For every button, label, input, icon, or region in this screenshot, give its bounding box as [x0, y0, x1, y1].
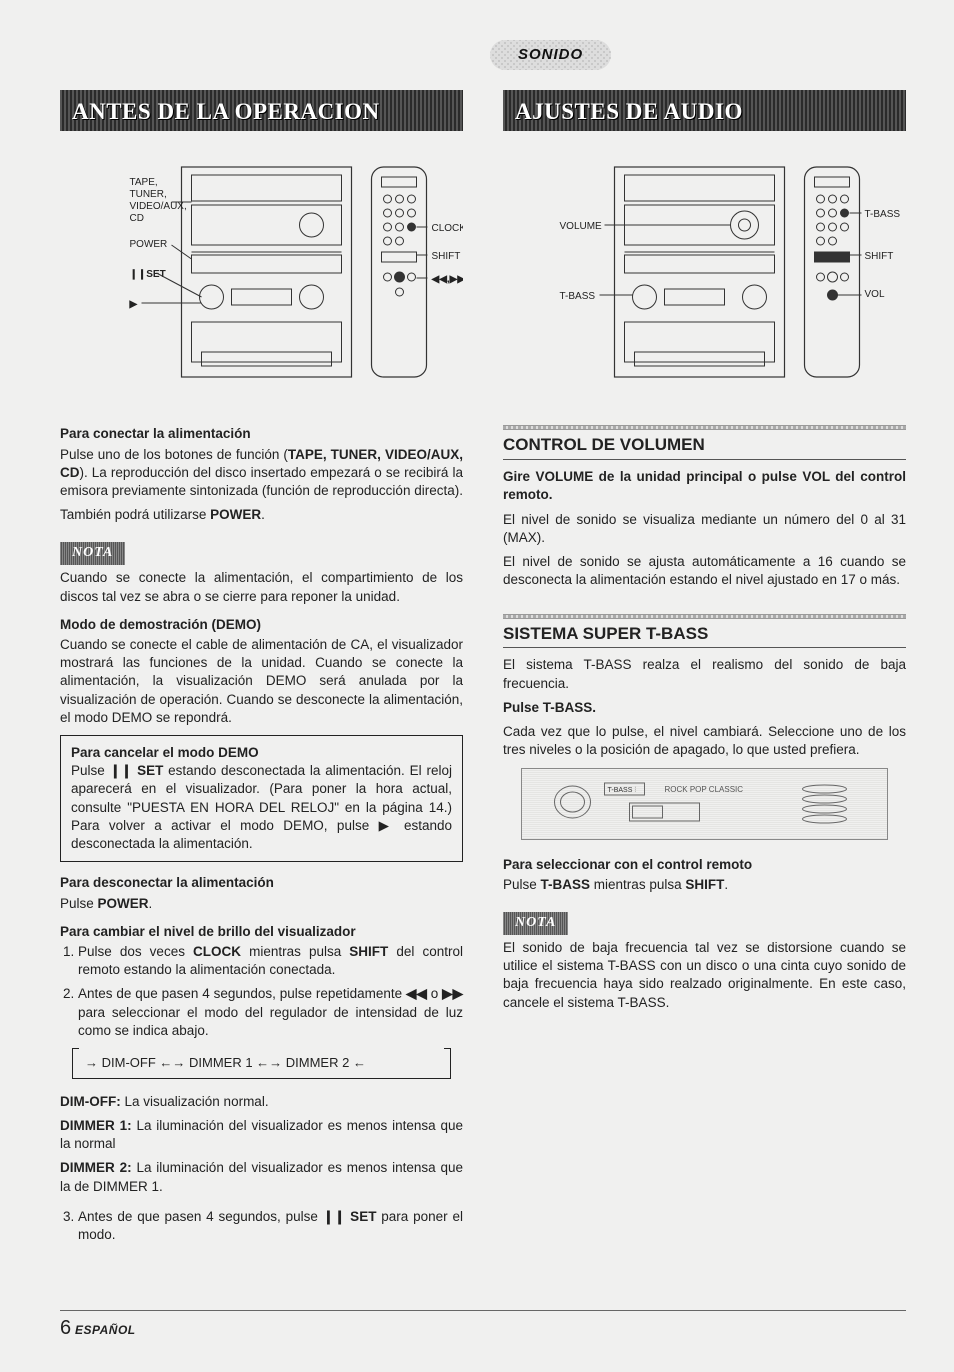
box-heading: Para cancelar el modo DEMO	[71, 744, 452, 762]
svg-text:VOLUME: VOLUME	[560, 221, 603, 232]
text-connect-2: También podrá utilizarse POWER.	[60, 506, 463, 524]
remote-heading: Para seleccionar con el control remoto	[503, 856, 906, 874]
svg-text:POWER: POWER	[130, 239, 168, 250]
tbass-p1: El sistema T-BASS realza el realismo del…	[503, 656, 906, 692]
svg-text:T-BASS ⫶: T-BASS ⫶	[608, 786, 637, 794]
box-text: Pulse ❙❙ SET estando desconectada la ali…	[71, 763, 452, 851]
title-volumen: CONTROL DE VOLUMEN	[503, 434, 906, 460]
banner-left: ANTES DE LA OPERACION	[60, 90, 463, 131]
svg-text:SHIFT: SHIFT	[432, 251, 461, 262]
nota-badge-1: NOTA	[60, 542, 125, 565]
diagram-right: VOLUME T-BASS T-BASS SHIFT VOL	[503, 147, 906, 397]
title-tbass: SISTEMA SUPER T-BASS	[503, 623, 906, 649]
dimoff-line: DIM-OFF: La visualización normal.	[60, 1093, 463, 1111]
svg-text:CD: CD	[130, 213, 144, 224]
heading-disconnect: Para desconectar la alimentación	[60, 874, 463, 892]
svg-text:▶: ▶	[129, 299, 139, 310]
text-connect: Pulse uno de los botones de función (TAP…	[60, 446, 463, 501]
brillo-step-2: Antes de que pasen 4 segundos, pulse rep…	[78, 985, 463, 1040]
banner-right: AJUSTES DE AUDIO	[503, 90, 906, 131]
svg-text:TUNER,: TUNER,	[130, 189, 167, 200]
brillo-steps: Pulse dos veces CLOCK mientras pulsa SHI…	[60, 943, 463, 1040]
tbass-sub: Pulse T-BASS.	[503, 699, 906, 717]
two-columns: ANTES DE LA OPERACION	[60, 90, 906, 1250]
text-demo: Cuando se conecte el cable de alimentaci…	[60, 636, 463, 727]
footer-lang: ESPAÑOL	[75, 1323, 136, 1337]
svg-text:SHIFT: SHIFT	[865, 251, 894, 262]
lbl-tape: TAPE,	[130, 177, 158, 188]
page-number: 6	[60, 1317, 71, 1339]
heading-brillo: Para cambiar el nivel de brillo del visu…	[60, 923, 463, 941]
brillo-step-1: Pulse dos veces CLOCK mientras pulsa SHI…	[78, 943, 463, 979]
vol-sub: Gire VOLUME de la unidad principal o pul…	[503, 468, 906, 504]
svg-text:VIDEO/AUX,: VIDEO/AUX,	[130, 201, 187, 212]
nota-text-1: Cuando se conecte la alimentación, el co…	[60, 569, 463, 605]
diagram-left: TAPE, TUNER, VIDEO/AUX, CD POWER ❙❙SET ▶…	[60, 147, 463, 397]
tbass-display: T-BASS ⫶ ROCK POP CLASSIC	[521, 768, 888, 840]
svg-text:◀◀,▶▶: ◀◀,▶▶	[431, 274, 464, 285]
nota-badge-2: NOTA	[503, 912, 568, 935]
divider-2	[503, 614, 906, 619]
nota-text-2: El sonido de baja frecuencia tal vez se …	[503, 939, 906, 1012]
demo-cancel-box: Para cancelar el modo DEMO Pulse ❙❙ SET …	[60, 735, 463, 862]
dimmer2-line: DIMMER 2: La iluminación del visualizado…	[60, 1159, 463, 1195]
dimmer-cycle: → DIM-OFF ←→ DIMMER 1 ←→ DIMMER 2 ←	[72, 1048, 451, 1079]
divider-1	[503, 425, 906, 430]
svg-text:ROCK POP CLASSIC: ROCK POP CLASSIC	[665, 785, 744, 794]
brillo-steps-cont: Antes de que pasen 4 segundos, pulse ❙❙ …	[60, 1208, 463, 1244]
tbass-p2: Cada vez que lo pulse, el nivel cambiará…	[503, 723, 906, 759]
sonido-label: SONIDO	[490, 40, 611, 70]
text-disconnect: Pulse POWER.	[60, 895, 463, 913]
svg-text:VOL: VOL	[865, 289, 885, 300]
remote-text: Pulse T-BASS mientras pulsa SHIFT.	[503, 876, 906, 894]
heading-connect: Para conectar la alimentación	[60, 425, 463, 443]
brillo-step-3: Antes de que pasen 4 segundos, pulse ❙❙ …	[78, 1208, 463, 1244]
heading-demo: Modo de demostración (DEMO)	[60, 616, 463, 634]
svg-text:CLOCK: CLOCK	[432, 223, 464, 234]
vol-p1: El nivel de sonido se visualiza mediante…	[503, 511, 906, 547]
page-footer: 6 ESPAÑOL	[60, 1310, 906, 1342]
sonido-tab: SONIDO	[490, 40, 906, 70]
right-column: AJUSTES DE AUDIO	[503, 90, 906, 1250]
svg-text:T-BASS: T-BASS	[560, 291, 596, 302]
vol-p2: El nivel de sonido se ajusta automáticam…	[503, 553, 906, 589]
left-column: ANTES DE LA OPERACION	[60, 90, 463, 1250]
dimmer1-line: DIMMER 1: La iluminación del visualizado…	[60, 1117, 463, 1153]
svg-text:T-BASS: T-BASS	[865, 209, 901, 220]
